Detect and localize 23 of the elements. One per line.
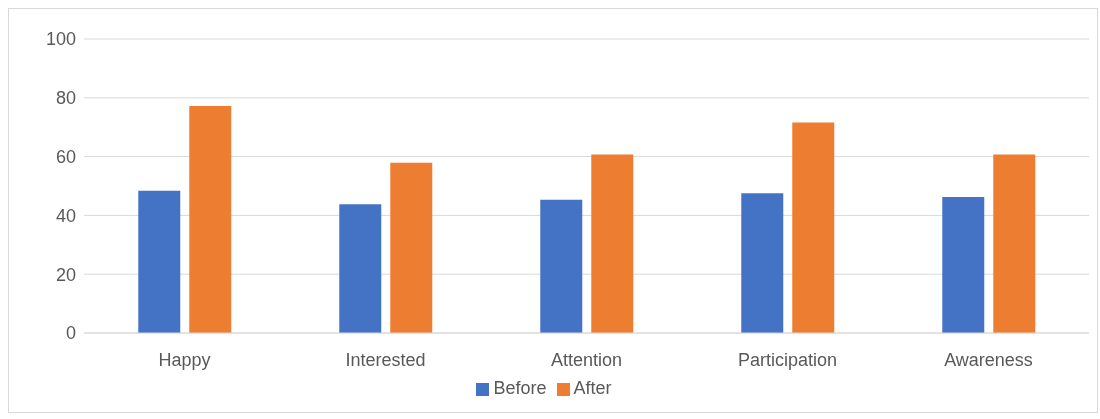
bar — [741, 193, 784, 333]
bar — [540, 199, 583, 333]
y-tick-label: 60 — [55, 146, 76, 167]
x-tick-label: Attention — [550, 349, 623, 370]
bar — [993, 154, 1036, 333]
y-tick-label: 20 — [55, 264, 76, 285]
bar — [339, 204, 382, 333]
bar — [138, 190, 181, 333]
y-tick-label: 40 — [55, 205, 76, 226]
bar — [792, 122, 835, 333]
bar — [189, 106, 232, 333]
x-tick-label: Happy — [158, 349, 211, 370]
x-tick-label: Awareness — [944, 349, 1033, 370]
legend-label: Before — [493, 378, 547, 398]
legend-label: After — [573, 378, 612, 398]
bar — [390, 162, 433, 333]
bar — [942, 196, 985, 333]
x-tick-label: Participation — [737, 349, 838, 370]
y-tick-label: 0 — [65, 323, 76, 344]
y-tick-label: 100 — [45, 29, 76, 50]
bar — [591, 154, 634, 333]
y-tick-label: 80 — [55, 88, 76, 109]
x-tick-label: Interested — [345, 349, 426, 370]
